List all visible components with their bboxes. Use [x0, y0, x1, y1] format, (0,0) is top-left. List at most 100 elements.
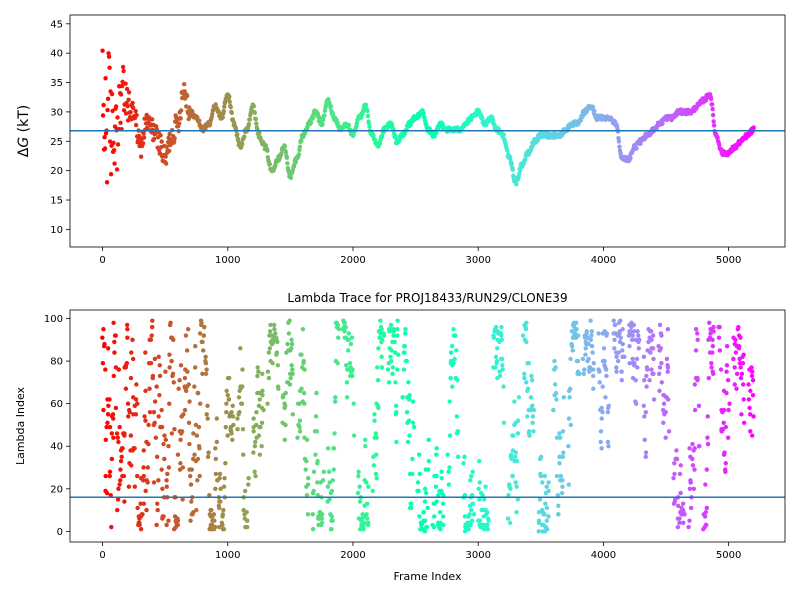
lambda-point: [192, 452, 197, 457]
delta-g-point: [242, 134, 247, 139]
lambda-point: [644, 373, 649, 379]
delta-g-point: [121, 68, 126, 74]
lambda-point: [390, 365, 396, 370]
lambda-point: [497, 373, 503, 379]
lambda-point: [171, 380, 176, 385]
lambda-point: [603, 395, 608, 400]
lambda-point: [159, 467, 164, 472]
lambda-point: [424, 524, 430, 530]
lambda-point: [331, 467, 336, 472]
lambda-point: [154, 522, 159, 528]
lambda-point: [197, 401, 203, 406]
lambda-y-axis-label: Lambda Index: [14, 386, 27, 465]
lambda-point: [186, 420, 192, 426]
lambda-point: [393, 403, 399, 408]
lambda-point: [723, 424, 729, 430]
lambda-point: [423, 490, 429, 496]
lambda-point: [355, 490, 361, 496]
lambda-point: [109, 431, 115, 436]
lambda-point: [111, 373, 117, 379]
lambda-point: [531, 429, 536, 434]
lambda-point: [124, 361, 130, 366]
lambda-point: [236, 395, 242, 400]
delta-g-point: [140, 141, 146, 146]
lambda-point: [275, 339, 280, 345]
lambda-point: [482, 497, 487, 502]
delta-g-point: [123, 81, 128, 86]
lambda-point: [734, 386, 739, 391]
lambda-point: [129, 350, 134, 355]
delta-g-point: [254, 121, 259, 126]
lambda-point: [448, 375, 453, 381]
delta-g-point: [514, 182, 519, 187]
lambda-point: [469, 518, 475, 523]
lambda-point: [212, 524, 218, 530]
lambda-point: [356, 469, 361, 474]
delta-g-point: [221, 108, 226, 114]
lambda-point: [162, 433, 167, 438]
lambda-point: [510, 473, 515, 479]
lambda-point: [240, 367, 245, 372]
delta-g-point: [422, 115, 427, 120]
lambda-point: [103, 473, 108, 479]
lambda-point: [213, 471, 219, 477]
lambda-point: [641, 403, 646, 408]
lambda-point: [751, 414, 756, 419]
lambda-point: [631, 322, 637, 328]
lambda-point: [164, 478, 169, 483]
lambda-point: [614, 365, 619, 370]
lambda-point: [544, 527, 550, 532]
delta-g-point: [128, 110, 133, 115]
lambda-point: [329, 514, 335, 519]
lambda-point: [297, 429, 303, 434]
delta-g-point: [716, 142, 722, 147]
lambda-point: [366, 484, 371, 489]
lambda-point: [388, 322, 394, 328]
delta-g-point: [592, 108, 597, 114]
lambda-point: [103, 367, 108, 372]
lambda-point: [183, 333, 189, 338]
lambda-point: [257, 452, 263, 457]
lambda-point: [241, 452, 246, 457]
delta-g-point: [477, 108, 482, 114]
lambda-point: [480, 492, 485, 498]
delta-g-point: [107, 65, 112, 70]
lambda-point: [630, 356, 635, 362]
lambda-point: [711, 329, 716, 334]
lambda-point: [415, 480, 421, 485]
lambda-point: [477, 458, 482, 464]
lambda-point: [403, 326, 408, 332]
lambda-point: [100, 335, 105, 340]
lambda-point: [209, 507, 214, 513]
lambda-point: [145, 480, 150, 485]
lambda-point: [705, 441, 711, 447]
lambda-point: [417, 514, 422, 519]
lambda-point: [422, 499, 428, 504]
delta-g-point: [474, 113, 479, 118]
lambda-point: [664, 356, 670, 362]
lambda-point: [543, 501, 548, 506]
delta-g-point: [251, 103, 257, 109]
delta-g-point: [326, 97, 331, 102]
lambda-point: [554, 435, 560, 440]
lambda-point: [214, 439, 220, 445]
lambda-point: [648, 350, 653, 355]
lambda-point: [476, 486, 481, 491]
lambda-point: [365, 520, 371, 526]
lambda-point: [598, 439, 603, 445]
lambda-point: [633, 378, 638, 383]
lambda-point: [431, 524, 437, 530]
lambda-point: [741, 420, 747, 426]
lambda-point: [325, 484, 331, 489]
delta-g-x-ticks: 0 1000 2000 3000 4000 5000: [99, 247, 741, 266]
lambda-point: [205, 416, 210, 421]
lambda-point: [590, 367, 596, 372]
lambda-point: [523, 326, 529, 332]
lambda-point: [252, 469, 257, 474]
lambda-point: [350, 367, 355, 372]
lambda-point: [164, 522, 169, 528]
delta-g-point: [227, 99, 232, 105]
delta-g-point: [123, 111, 129, 116]
lambda-point: [692, 467, 697, 472]
lambda-point: [370, 488, 375, 494]
